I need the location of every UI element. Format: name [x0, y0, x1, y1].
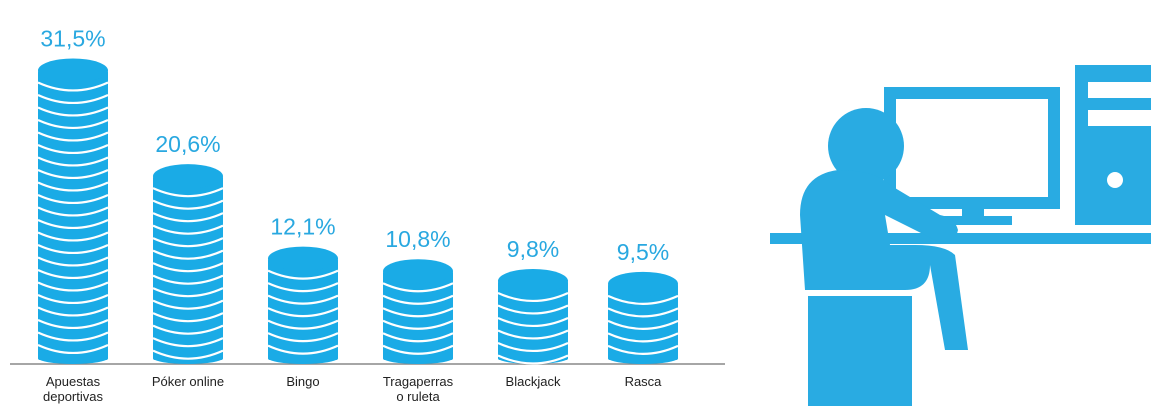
coin-edge [37, 143, 109, 154]
coin-edge [37, 168, 109, 179]
coin-stack-top [268, 246, 338, 271]
coin-edge [37, 281, 109, 292]
coin-edge [37, 218, 109, 229]
monitor [884, 87, 1060, 209]
coin-edge [382, 282, 454, 293]
coin-edge [152, 299, 224, 310]
coin-stack [153, 176, 223, 360]
coin-stack-top [38, 58, 108, 83]
coin-edge [267, 344, 339, 355]
monitor-base [938, 216, 1012, 225]
value-label: 12,1% [270, 214, 335, 240]
tower-slot [1088, 82, 1151, 98]
coin-stack-bottom [268, 352, 338, 364]
coin-edge [267, 319, 339, 330]
category-label: Tragaperras o ruleta [382, 374, 454, 404]
coin-stack-top [153, 164, 223, 189]
coin-edge [37, 181, 109, 192]
category-label: Blackjack [505, 374, 561, 389]
head [828, 108, 904, 184]
value-label: 31,5% [40, 25, 105, 51]
coin-edge [37, 93, 109, 104]
coin-edge [497, 329, 569, 340]
coin-edge [497, 316, 569, 327]
coin-edge [152, 199, 224, 210]
coin-edge [267, 332, 339, 343]
category-label: Póker online [151, 374, 225, 389]
category-label: Bingo [286, 374, 320, 389]
coin-edge [37, 131, 109, 142]
coin-edge [497, 291, 569, 302]
coin-edge [37, 343, 109, 354]
coin-edge [152, 324, 224, 335]
category-label: Apuestas deportivas [43, 374, 103, 404]
coin-edge [37, 156, 109, 167]
coin-edge [37, 256, 109, 267]
coin-stack-top [383, 259, 453, 284]
coin-stack-top [498, 268, 568, 293]
coin-edge [37, 231, 109, 242]
coin-edge [37, 193, 109, 204]
coin-edge [152, 187, 224, 198]
value-label: 10,8% [385, 226, 450, 252]
coin-edge [607, 307, 679, 318]
coin-stack-bottom [383, 352, 453, 364]
coin-edge [37, 118, 109, 129]
coin-edge [382, 344, 454, 355]
coin-edge [37, 106, 109, 117]
coin-edge [497, 354, 569, 365]
coin-edge [267, 294, 339, 305]
coin-edge [607, 294, 679, 305]
coin-edge [607, 332, 679, 343]
value-label: 9,5% [617, 239, 669, 265]
coin-edge [152, 262, 224, 273]
value-label: 9,8% [507, 236, 559, 262]
coin-edge [497, 304, 569, 315]
monitor-stand [962, 203, 984, 219]
desk [770, 233, 1151, 244]
coin-edge [267, 269, 339, 280]
value-label: 20,6% [155, 131, 220, 157]
coin-edge [152, 212, 224, 223]
coin-edge [37, 206, 109, 217]
coin-edge [37, 293, 109, 304]
coin-stack-bottom [498, 352, 568, 364]
coin-edge [497, 341, 569, 352]
coin-edge [382, 319, 454, 330]
coin-edge [152, 249, 224, 260]
coin-edge [37, 81, 109, 92]
coin-stack-top [608, 271, 678, 296]
coin-edge [152, 274, 224, 285]
coin-edge [152, 312, 224, 323]
body [800, 170, 968, 350]
coin-edge [607, 344, 679, 355]
category-label: Rasca [624, 374, 662, 389]
coin-edge [267, 307, 339, 318]
coin-edge [267, 282, 339, 293]
coin-stack-bottom [608, 352, 678, 364]
coin-stack [498, 280, 568, 360]
coin-edge [152, 287, 224, 298]
computer-user-illustration [770, 65, 1151, 406]
coin-edge [152, 337, 224, 348]
coin-edge [37, 306, 109, 317]
coin-stack [268, 258, 338, 360]
coin-stack-bottom [38, 352, 108, 364]
coin-edge [37, 268, 109, 279]
coin-edge [382, 307, 454, 318]
coin-edge [382, 294, 454, 305]
coin-edge [382, 332, 454, 343]
coin-edge [152, 224, 224, 235]
tower-slot [1088, 110, 1151, 126]
coin-edge [152, 349, 224, 360]
coin-edge [37, 243, 109, 254]
coin-edge [37, 318, 109, 329]
stool [808, 296, 912, 406]
coin-edge [37, 331, 109, 342]
coin-edge [607, 319, 679, 330]
coin-edge [152, 237, 224, 248]
tower-button [1107, 172, 1123, 188]
